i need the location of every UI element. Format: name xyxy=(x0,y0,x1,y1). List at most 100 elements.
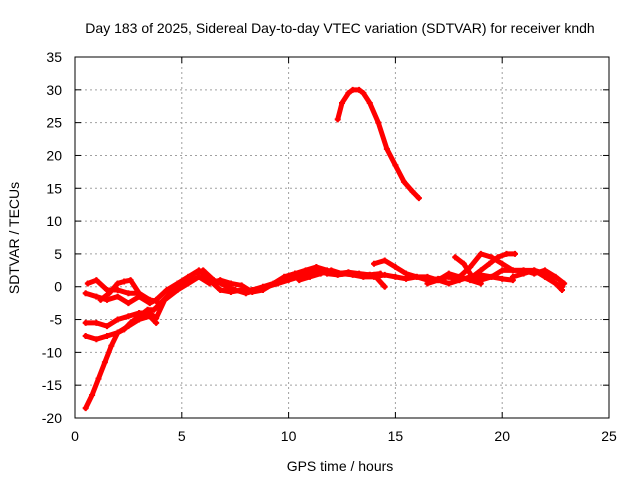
data-point xyxy=(349,270,356,277)
data-point xyxy=(392,273,399,280)
data-point xyxy=(84,280,91,287)
data-point xyxy=(509,273,516,280)
data-point xyxy=(82,290,89,297)
data-point xyxy=(561,280,568,287)
data-point xyxy=(392,264,399,271)
y-tick-label: 35 xyxy=(46,49,62,65)
data-point xyxy=(415,195,422,202)
data-point xyxy=(82,332,89,339)
data-point xyxy=(499,260,506,267)
data-point xyxy=(153,319,160,326)
chart-title: Day 183 of 2025, Sidereal Day-to-day VTE… xyxy=(85,20,594,36)
data-point xyxy=(349,86,356,93)
data-point xyxy=(381,271,388,278)
data-point xyxy=(328,267,335,274)
x-tick-label: 20 xyxy=(494,428,510,444)
data-point xyxy=(499,275,506,282)
data-point xyxy=(114,280,121,287)
axis-ticks: 0 5 10 15 20 25 -20 -15 -10 -5 0 5 10 15 20 25 30 35 xyxy=(42,49,617,444)
data-point xyxy=(371,260,378,267)
data-point xyxy=(104,323,111,330)
data-point xyxy=(136,316,143,323)
y-tick-label: 0 xyxy=(54,279,62,295)
data-point xyxy=(302,267,309,274)
data-point xyxy=(334,116,341,123)
data-point xyxy=(195,267,202,274)
series-track-13 xyxy=(424,270,484,287)
grid-lines xyxy=(75,57,609,418)
data-point xyxy=(360,90,367,97)
data-point xyxy=(136,309,143,316)
y-tick-label: 30 xyxy=(46,82,62,98)
data-point xyxy=(541,270,548,277)
data-point xyxy=(371,271,378,278)
series-track-10 xyxy=(452,250,519,280)
data-point xyxy=(114,287,121,294)
data-point xyxy=(477,280,484,287)
y-tick-label: 5 xyxy=(54,246,62,262)
data-point xyxy=(360,271,367,278)
data-point xyxy=(259,283,266,290)
x-tick-label: 0 xyxy=(71,428,79,444)
data-point xyxy=(559,287,566,294)
data-point xyxy=(488,273,495,280)
data-point xyxy=(125,300,132,307)
data-point xyxy=(520,270,527,277)
data-point xyxy=(503,250,510,257)
data-point xyxy=(552,273,559,280)
y-tick-label: 15 xyxy=(46,180,62,196)
series-line xyxy=(467,267,567,286)
data-point xyxy=(153,298,160,305)
data-point xyxy=(217,287,224,294)
data-point xyxy=(195,273,202,280)
x-tick-label: 25 xyxy=(601,428,617,444)
data-point xyxy=(281,273,288,280)
data-point xyxy=(445,280,452,287)
data-point xyxy=(227,280,234,287)
data-point xyxy=(125,290,132,297)
x-tick-label: 15 xyxy=(388,428,404,444)
series-track-14 xyxy=(509,267,566,294)
data-point xyxy=(174,280,181,287)
data-point xyxy=(512,250,519,257)
data-point xyxy=(125,323,132,330)
data-point xyxy=(486,260,493,267)
data-point xyxy=(93,277,100,284)
data-point xyxy=(403,275,410,282)
data-point xyxy=(317,270,324,277)
data-point xyxy=(101,359,108,366)
data-point xyxy=(452,254,459,261)
data-point xyxy=(409,188,416,195)
data-point xyxy=(93,293,100,300)
data-point xyxy=(114,329,121,336)
series-track-4 xyxy=(82,313,160,343)
y-tick-label: -20 xyxy=(42,410,62,426)
data-point xyxy=(366,99,373,106)
data-point xyxy=(460,260,467,267)
data-point xyxy=(375,119,382,126)
data-point xyxy=(217,277,224,284)
data-point xyxy=(381,283,388,290)
y-tick-label: 20 xyxy=(46,147,62,163)
data-point xyxy=(185,280,192,287)
data-point xyxy=(477,271,484,278)
x-tick-label: 5 xyxy=(178,428,186,444)
y-tick-label: -5 xyxy=(50,312,63,328)
y-tick-label: 10 xyxy=(46,213,62,229)
data-point xyxy=(114,293,121,300)
data-point xyxy=(339,270,345,277)
data-point xyxy=(445,270,452,277)
data-point xyxy=(499,267,506,274)
data-point xyxy=(127,277,134,284)
data-point xyxy=(227,288,234,295)
data-point xyxy=(531,267,538,274)
x-axis-label: GPS time / hours xyxy=(287,458,394,474)
data-point xyxy=(392,162,399,169)
data-point xyxy=(306,273,313,280)
y-axis-label: SDTVAR / TECUs xyxy=(6,182,22,294)
data-point xyxy=(206,277,213,284)
data-point xyxy=(345,90,352,97)
data-point xyxy=(477,250,484,257)
series-track-9 xyxy=(334,86,422,202)
